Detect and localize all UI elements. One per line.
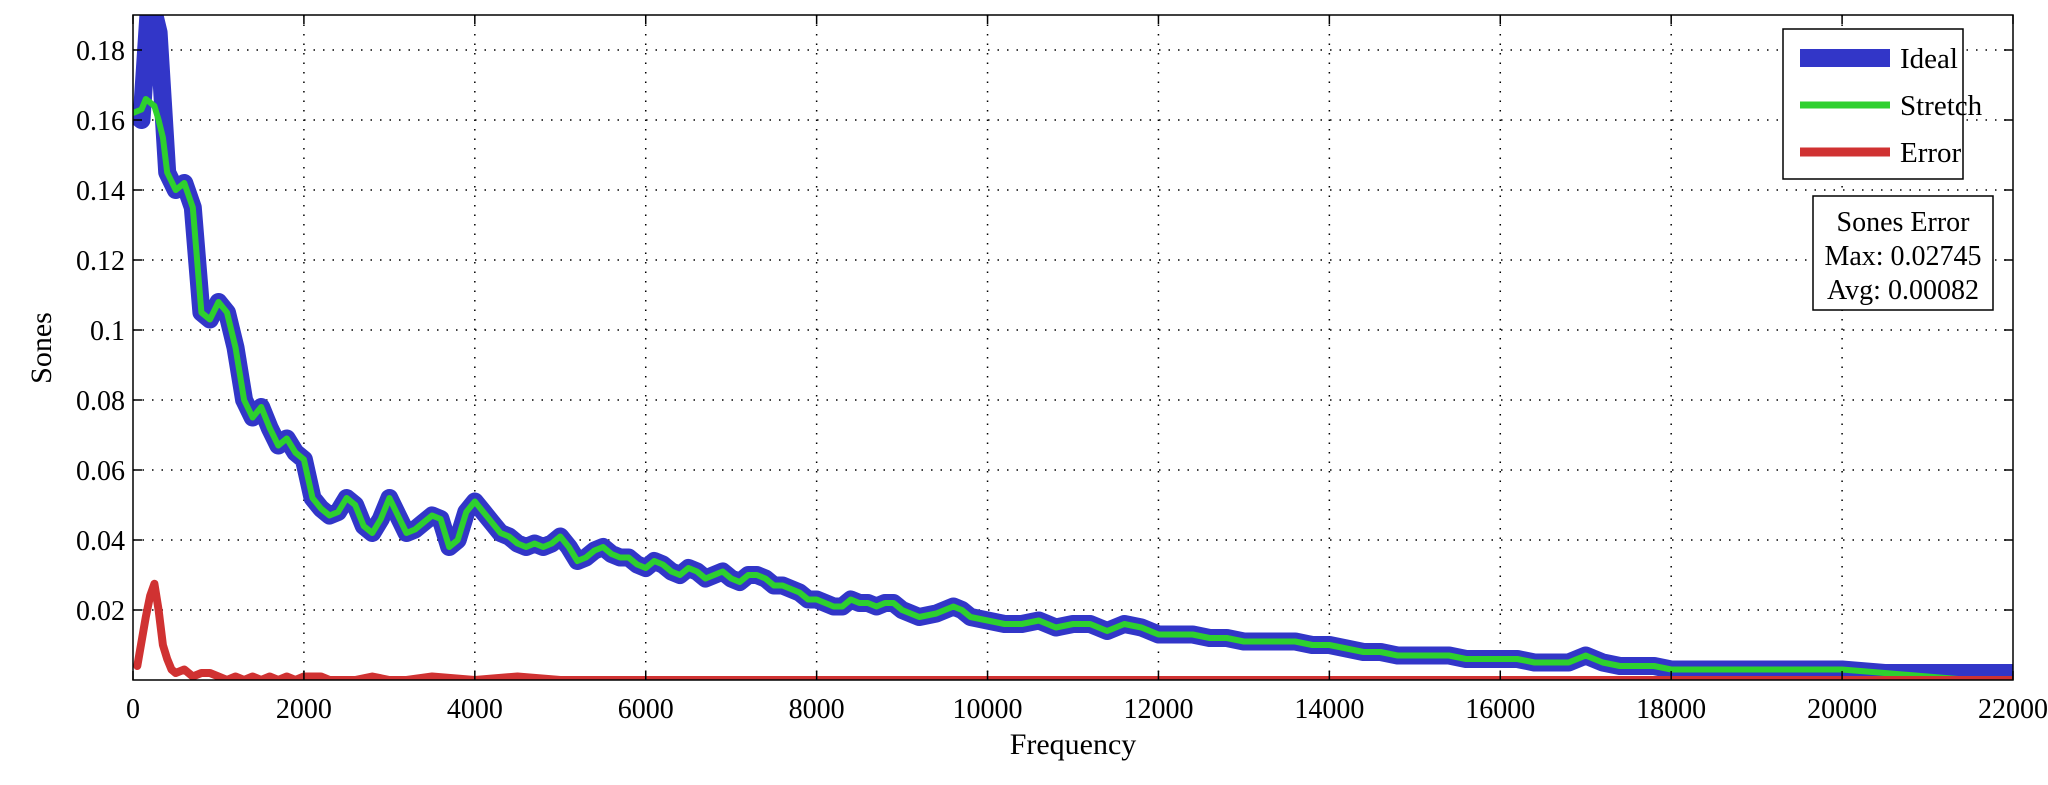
y-tick-label: 0.14 [76, 176, 125, 207]
y-tick-label: 0.16 [76, 106, 125, 137]
x-tick-label: 4000 [447, 694, 503, 725]
x-tick-label: 20000 [1807, 694, 1877, 725]
y-tick-label: 0.04 [76, 526, 125, 557]
x-tick-label: 10000 [953, 694, 1023, 725]
x-tick-label: 2000 [276, 694, 332, 725]
series-line-ideal [133, 15, 2013, 680]
x-tick-label: 16000 [1465, 694, 1535, 725]
annotation-max: Max: 0.02745 [1824, 241, 1981, 272]
x-tick-label: 18000 [1636, 694, 1706, 725]
annotation-box [1812, 195, 1994, 311]
x-tick-label: 0 [126, 694, 140, 725]
x-tick-label: 12000 [1123, 694, 1193, 725]
x-tick-label: 6000 [618, 694, 674, 725]
x-tick-label: 22000 [1978, 694, 2048, 725]
x-ticks: 0 2000 4000 6000 8000 10000 12000 14000 16000 180… [126, 15, 2048, 725]
y-tick-label: 0.12 [76, 246, 125, 277]
x-tick-label: 8000 [789, 694, 845, 725]
legend: Ideal Stretch Error [1782, 28, 1983, 180]
legend-label-ideal: Ideal [1900, 43, 1958, 75]
annotation-avg: Avg: 0.00082 [1827, 275, 1979, 306]
series-line-error [133, 579, 2013, 680]
sones-error-box: Sones Error Max: 0.02745 Avg: 0.00082 [1812, 195, 1994, 311]
series-line-stretch [133, 96, 2013, 680]
legend-label-error: Error [1900, 137, 1962, 169]
annotation-title: Sones Error [1837, 207, 1971, 238]
y-tick-label: 0.02 [76, 596, 125, 627]
y-tick-label: 0.08 [76, 386, 125, 417]
grid [133, 15, 2013, 680]
x-tick-label: 14000 [1294, 694, 1364, 725]
series-layer [133, 15, 2013, 680]
y-tick-label: 0.18 [76, 36, 125, 67]
y-ticks: 0.02 0.04 0.06 0.08 0.1 0.12 0.14 0.16 0.18 [76, 36, 2013, 627]
plot-frame [132, 14, 2014, 681]
y-tick-label: 0.1 [90, 316, 125, 347]
legend-label-stretch: Stretch [1900, 90, 1983, 122]
y-tick-label: 0.06 [76, 456, 125, 487]
y-axis-label: Sones [25, 312, 58, 384]
x-axis-label: Frequency [1010, 728, 1137, 761]
